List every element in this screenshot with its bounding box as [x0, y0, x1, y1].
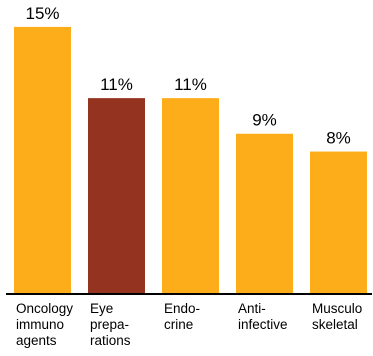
category-label-0: Oncology immuno agents: [16, 301, 73, 348]
bar-4: [310, 151, 367, 294]
bar-0: [14, 26, 71, 294]
value-labels: 15% 11% 11% 9% 8%: [25, 4, 350, 148]
value-label-2: 11%: [174, 75, 207, 94]
value-label-4: 8%: [326, 129, 351, 148]
bars: [14, 26, 367, 295]
value-label-0: 15%: [25, 4, 59, 23]
value-label-1: 11%: [100, 75, 133, 94]
bar-3: [236, 133, 293, 294]
category-label-4: Musculo skeletal: [312, 301, 362, 332]
category-labels: Oncology immuno agents Eye prepa-rations Endo…: [16, 301, 362, 348]
category-label-2: Endo-crine: [164, 301, 200, 332]
category-label-1: Eye prepa-rations: [90, 301, 131, 348]
bar-1: [88, 98, 145, 295]
value-label-3: 9%: [252, 111, 277, 130]
category-label-3: Anti-infective: [238, 301, 288, 332]
bar-2: [162, 98, 219, 295]
